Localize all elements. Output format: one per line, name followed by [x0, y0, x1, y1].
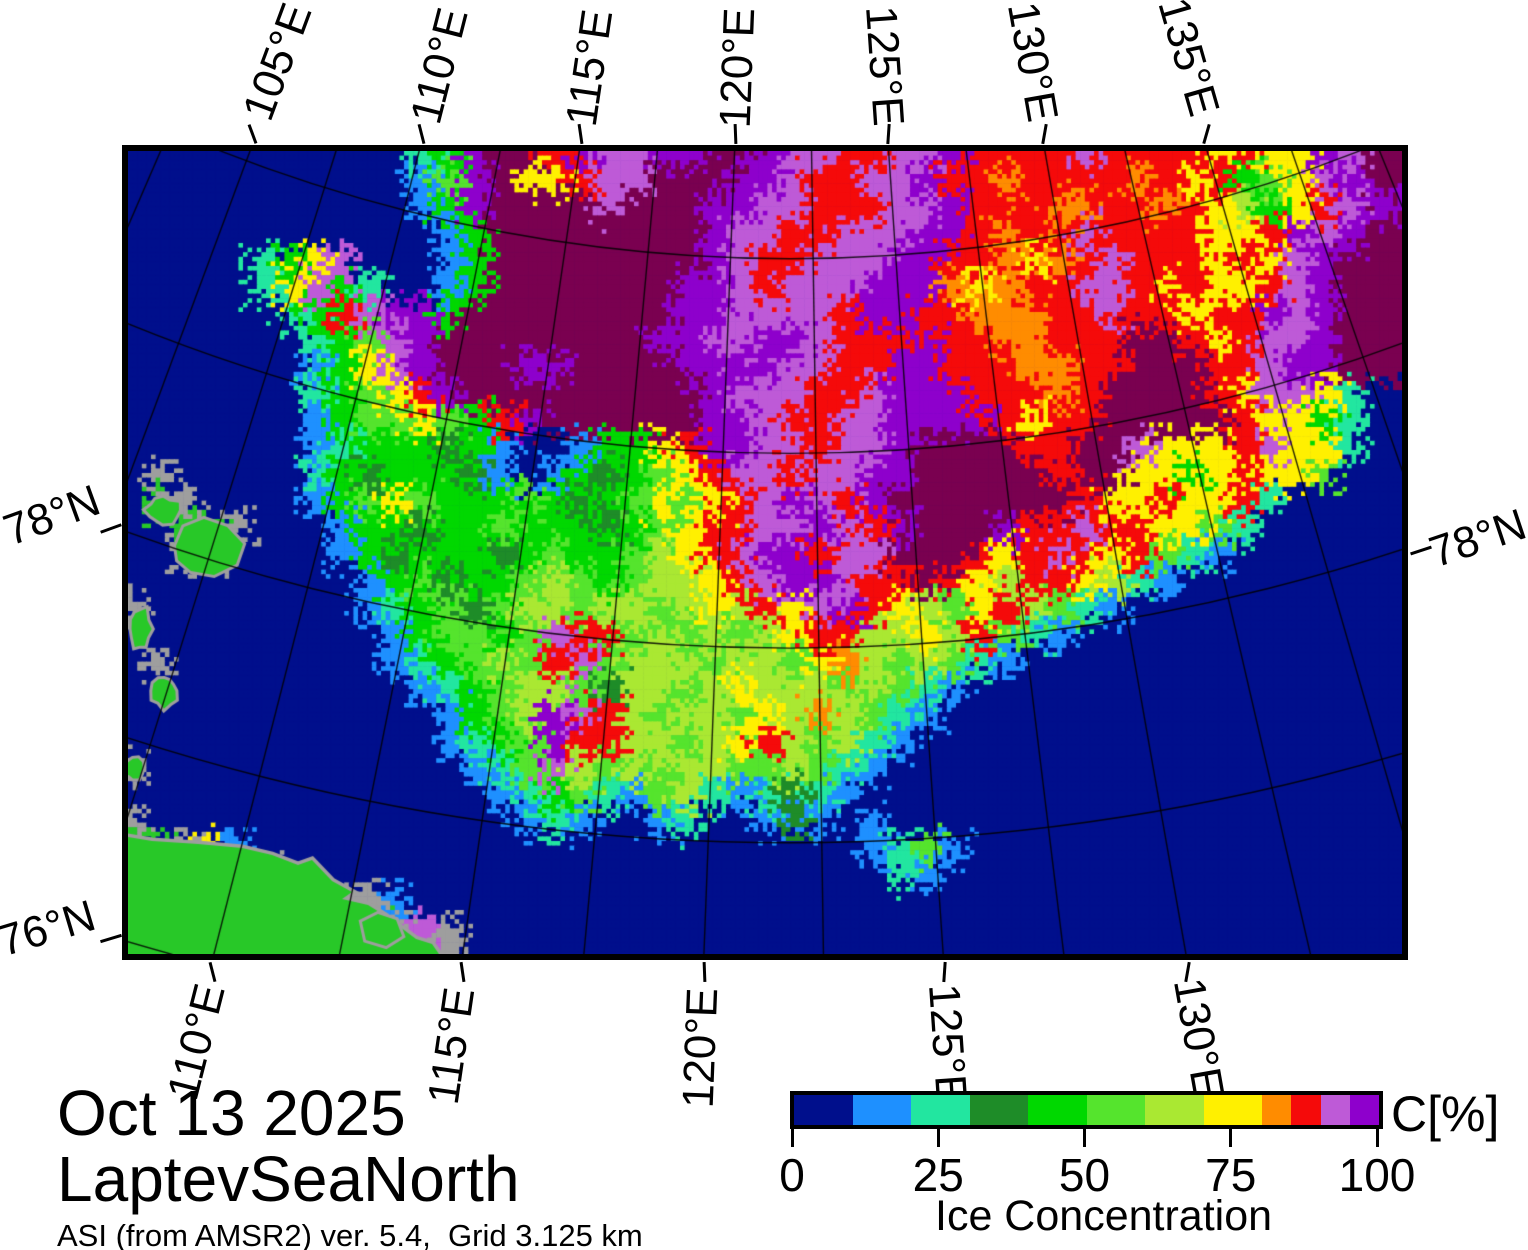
- lon-label-top: 105°E: [233, 0, 322, 127]
- colorbar-tick: [1375, 1125, 1379, 1147]
- colorbar-segment: [1086, 1095, 1145, 1125]
- colorbar-segment: [911, 1095, 970, 1125]
- colorbar-tick-label: 75: [1205, 1149, 1257, 1201]
- colorbar-unit-label: C[%]: [1391, 1086, 1500, 1142]
- lon-label-top: 130°E: [997, 0, 1068, 126]
- lat-label: 78°N: [1423, 499, 1528, 578]
- colorbar-axis-label: Ice Concentration: [935, 1192, 1273, 1240]
- date-label: Oct 13 2025: [57, 1077, 406, 1149]
- lon-label-top: 115°E: [556, 6, 623, 130]
- graticule-tick: [1040, 123, 1048, 145]
- lat-label: 78°N: [0, 475, 107, 556]
- colorbar-segment: [794, 1095, 853, 1125]
- graticule-tick: [247, 124, 257, 144]
- product-info-label: ASI (from AMSR2) ver. 5.4, Grid 3.125 km: [57, 1218, 643, 1250]
- colorbar-segment: [969, 1095, 1028, 1125]
- graticule-tick: [459, 961, 465, 983]
- colorbar: [790, 1091, 1383, 1129]
- graticule-tick: [208, 961, 216, 983]
- graticule-tick: [885, 123, 891, 145]
- colorbar-segment: [852, 1095, 911, 1125]
- lon-label-top: 120°E: [710, 6, 765, 130]
- lon-label-top: 110°E: [401, 3, 478, 129]
- colorbar-tick: [1229, 1125, 1233, 1147]
- lon-label-bottom: 125°E: [918, 982, 977, 1106]
- colorbar-tick: [1083, 1125, 1086, 1147]
- map-frame: [122, 145, 1408, 960]
- region-label: LaptevSeaNorth: [57, 1143, 520, 1215]
- graticule-tick: [100, 523, 122, 534]
- colorbar-tick: [790, 1125, 794, 1147]
- graticule-tick: [417, 123, 425, 145]
- ice-concentration-raster: [128, 151, 1402, 954]
- colorbar-segment: [1145, 1095, 1204, 1125]
- lon-label-bottom: 120°E: [673, 986, 728, 1110]
- colorbar-segment: [1028, 1095, 1087, 1125]
- colorbar-segment: [1203, 1095, 1262, 1125]
- colorbar-tick: [936, 1125, 940, 1147]
- graticule-tick: [702, 961, 706, 983]
- lat-label: 76°N: [0, 890, 101, 967]
- colorbar-segment: [1320, 1095, 1350, 1125]
- colorbar-segment: [1291, 1095, 1321, 1125]
- colorbar-tick-label: 100: [1338, 1149, 1416, 1201]
- colorbar-tick-label: 0: [779, 1149, 805, 1201]
- colorbar-tick-label: 50: [1058, 1149, 1111, 1201]
- colorbar-segment: [1262, 1095, 1292, 1125]
- graticule-tick: [100, 933, 122, 944]
- graticule-tick: [577, 123, 583, 145]
- caption-block: Oct 13 2025 LaptevSeaNorth ASI (from AMS…: [57, 1080, 643, 1250]
- graticule-tick: [941, 961, 947, 983]
- colorbar-tick-label: 25: [912, 1149, 964, 1201]
- colorbar-segment: [1349, 1095, 1379, 1125]
- lon-label-top: 135°E: [1148, 0, 1229, 122]
- graticule-tick: [1201, 123, 1211, 145]
- lon-label-top: 125°E: [855, 4, 914, 128]
- lon-label-bottom: 130°E: [1163, 974, 1234, 1102]
